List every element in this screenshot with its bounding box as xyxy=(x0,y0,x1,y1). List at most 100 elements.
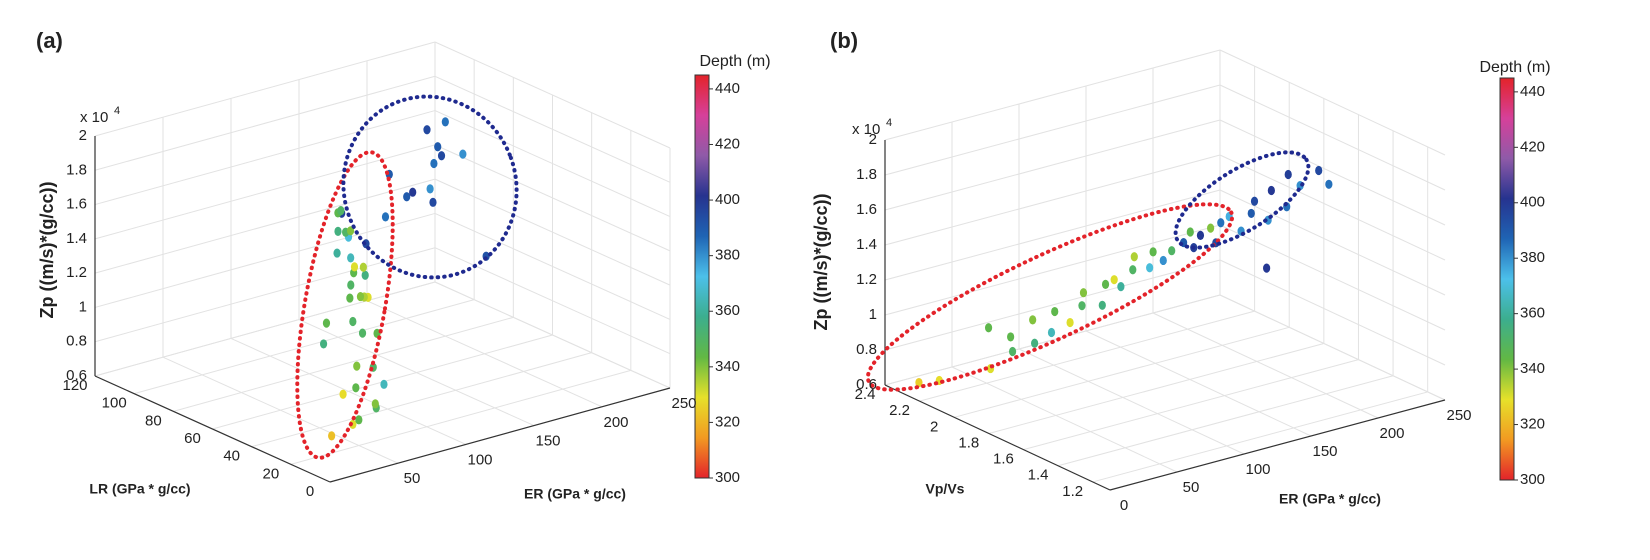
point xyxy=(441,117,449,127)
point xyxy=(984,323,993,333)
z-tick-label: 1.8 xyxy=(856,166,877,183)
grid-line xyxy=(1219,224,1446,331)
x-tick-label: 250 xyxy=(1446,407,1471,424)
z-tick-label: 2 xyxy=(869,131,877,148)
y-tick-label: 80 xyxy=(145,412,162,429)
point xyxy=(1079,288,1088,298)
point xyxy=(423,125,431,135)
y-tick-label: 1.8 xyxy=(958,434,979,451)
grid-line xyxy=(434,144,671,252)
grid-line xyxy=(173,316,514,412)
point xyxy=(347,253,355,263)
point xyxy=(1031,338,1039,348)
grid-line xyxy=(94,110,436,206)
blue-ellipse xyxy=(1173,150,1311,250)
colorbar-tick-label: 420 xyxy=(715,135,740,152)
grid-line xyxy=(434,178,671,286)
grid-line xyxy=(434,75,671,183)
point xyxy=(371,399,379,409)
grid-line xyxy=(94,144,436,240)
z-tick-label: 1.8 xyxy=(66,161,87,178)
colorbar-label: Depth (m) xyxy=(1479,59,1550,76)
grid-line xyxy=(434,281,671,389)
grid-line xyxy=(919,310,1255,402)
z-scale-exponent: 4 xyxy=(114,105,120,117)
grid-line xyxy=(884,189,1221,281)
point xyxy=(1008,346,1017,357)
point xyxy=(319,339,328,349)
y-axis-label: Vp/Vs xyxy=(926,481,965,497)
point xyxy=(353,361,361,371)
grid-line xyxy=(434,41,671,149)
x-tick-label: 200 xyxy=(603,414,628,431)
colorbar-tick-label: 400 xyxy=(1520,194,1545,211)
point xyxy=(1129,265,1137,275)
point xyxy=(915,377,923,388)
x-tick-label: 150 xyxy=(1312,443,1337,460)
point xyxy=(429,197,437,207)
y-tick-label: 2 xyxy=(930,418,938,435)
z-tick-label: 1 xyxy=(79,298,87,315)
point xyxy=(1051,306,1059,317)
z-axis-label: Zp ((m/s)*(g/cc)) xyxy=(37,181,57,318)
point xyxy=(1186,227,1194,237)
red-ellipse xyxy=(295,150,395,460)
z-tick-label: 1 xyxy=(869,306,877,323)
x-tick-label: 50 xyxy=(404,470,421,487)
point xyxy=(1047,327,1056,338)
grid-line xyxy=(94,212,436,308)
point xyxy=(1146,263,1154,273)
point xyxy=(1029,315,1037,325)
colorbar xyxy=(1499,77,1515,481)
point xyxy=(381,212,390,222)
point xyxy=(346,226,355,236)
grid-line xyxy=(434,110,671,218)
colorbar-tick-label: 360 xyxy=(1520,305,1545,322)
x-axis xyxy=(1109,399,1446,491)
grid-line xyxy=(1219,84,1446,191)
grid-line xyxy=(884,84,1221,176)
x-tick-label: 150 xyxy=(535,433,560,450)
y-tick-label: 2.4 xyxy=(855,386,876,403)
grid-line xyxy=(884,49,1221,141)
x-axis-label: ER (GPa * g/cc) xyxy=(524,486,626,502)
point xyxy=(1007,332,1015,342)
grid-line xyxy=(94,178,436,274)
point-layer xyxy=(319,117,1333,441)
grid-line xyxy=(884,119,1221,211)
y-tick-label: 100 xyxy=(102,395,127,412)
point xyxy=(1066,317,1074,328)
z-scale-exponent: 4 xyxy=(886,117,892,129)
grid-line xyxy=(1092,391,1428,483)
colorbar-tick-label: 320 xyxy=(1520,416,1545,433)
point xyxy=(1263,263,1271,273)
grid-line xyxy=(1219,154,1446,261)
colorbar-tick-label: 400 xyxy=(715,191,740,208)
point xyxy=(333,248,341,258)
y-tick-label: 2.2 xyxy=(889,402,910,419)
x-tick-label: 0 xyxy=(1120,497,1128,514)
point xyxy=(322,318,331,328)
grid-line xyxy=(94,281,436,377)
grid-layer xyxy=(94,41,1446,491)
z-tick-label: 1.4 xyxy=(856,236,877,253)
y-tick-label: 60 xyxy=(184,430,201,447)
colorbar-tick-label: 360 xyxy=(715,302,740,319)
point xyxy=(437,151,446,161)
z-tick-label: 0.6 xyxy=(66,367,87,384)
text-layer: 501001502002500204060801001200.60.811.21… xyxy=(36,28,1551,514)
grid-line xyxy=(434,212,671,320)
grid-line xyxy=(1085,330,1312,437)
point xyxy=(1247,208,1255,219)
y-tick-label: 20 xyxy=(262,465,279,482)
x-tick-label: 250 xyxy=(671,395,696,412)
point xyxy=(355,415,363,425)
grid-line xyxy=(884,154,1221,246)
grid-line xyxy=(251,352,592,448)
point xyxy=(334,226,342,236)
z-tick-label: 1.6 xyxy=(66,196,87,213)
z-tick-label: 0.8 xyxy=(66,333,87,350)
grid-line xyxy=(1219,294,1446,401)
grid-line xyxy=(1219,119,1446,226)
